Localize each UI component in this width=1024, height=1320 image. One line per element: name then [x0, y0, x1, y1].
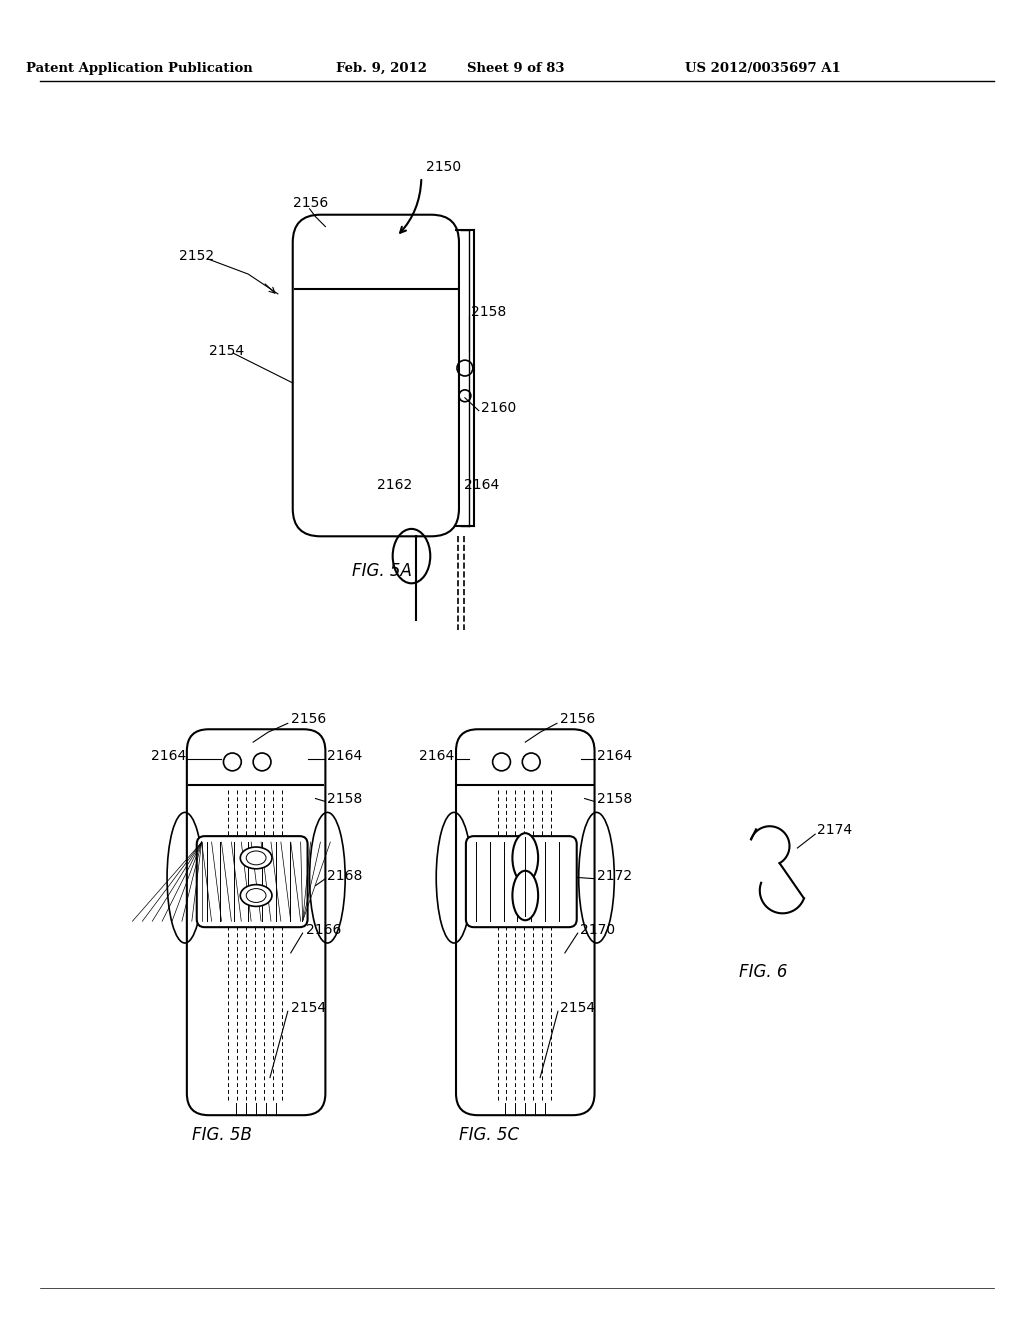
Text: 2164: 2164	[597, 748, 632, 763]
Text: 2164: 2164	[328, 748, 362, 763]
Text: 2162: 2162	[377, 478, 412, 492]
Ellipse shape	[512, 871, 539, 920]
Text: 2164: 2164	[420, 748, 455, 763]
FancyBboxPatch shape	[197, 836, 307, 927]
Text: 2152: 2152	[179, 249, 214, 263]
Text: FIG. 5A: FIG. 5A	[352, 562, 412, 579]
FancyBboxPatch shape	[456, 729, 595, 1115]
Ellipse shape	[241, 847, 272, 869]
Text: 2158: 2158	[328, 792, 362, 805]
Text: 2168: 2168	[328, 869, 362, 883]
Text: FIG. 5B: FIG. 5B	[191, 1126, 252, 1144]
Text: Feb. 9, 2012: Feb. 9, 2012	[336, 62, 427, 75]
Text: 2164: 2164	[152, 748, 186, 763]
FancyBboxPatch shape	[466, 836, 577, 927]
Text: 2158: 2158	[597, 792, 632, 805]
Text: US 2012/0035697 A1: US 2012/0035697 A1	[685, 62, 841, 75]
Text: FIG. 6: FIG. 6	[738, 962, 787, 981]
Text: 2156: 2156	[293, 195, 328, 210]
Text: 2158: 2158	[471, 305, 506, 318]
Text: 2174: 2174	[817, 824, 852, 837]
Text: Patent Application Publication: Patent Application Publication	[26, 62, 253, 75]
Ellipse shape	[512, 833, 539, 883]
Text: 2156: 2156	[560, 713, 595, 726]
FancyBboxPatch shape	[186, 729, 326, 1115]
Text: 2160: 2160	[480, 401, 516, 414]
Text: Sheet 9 of 83: Sheet 9 of 83	[467, 62, 564, 75]
Text: FIG. 5C: FIG. 5C	[459, 1126, 519, 1144]
Ellipse shape	[241, 884, 272, 907]
Text: 2154: 2154	[291, 1002, 326, 1015]
Text: 2154: 2154	[560, 1002, 595, 1015]
Text: 2164: 2164	[464, 478, 499, 492]
FancyBboxPatch shape	[293, 215, 459, 536]
Text: 2154: 2154	[209, 345, 244, 358]
Text: 2170: 2170	[580, 923, 614, 937]
Text: 2172: 2172	[597, 869, 632, 883]
Text: 2150: 2150	[426, 160, 462, 174]
Text: 2156: 2156	[291, 713, 326, 726]
Text: 2166: 2166	[305, 923, 341, 937]
